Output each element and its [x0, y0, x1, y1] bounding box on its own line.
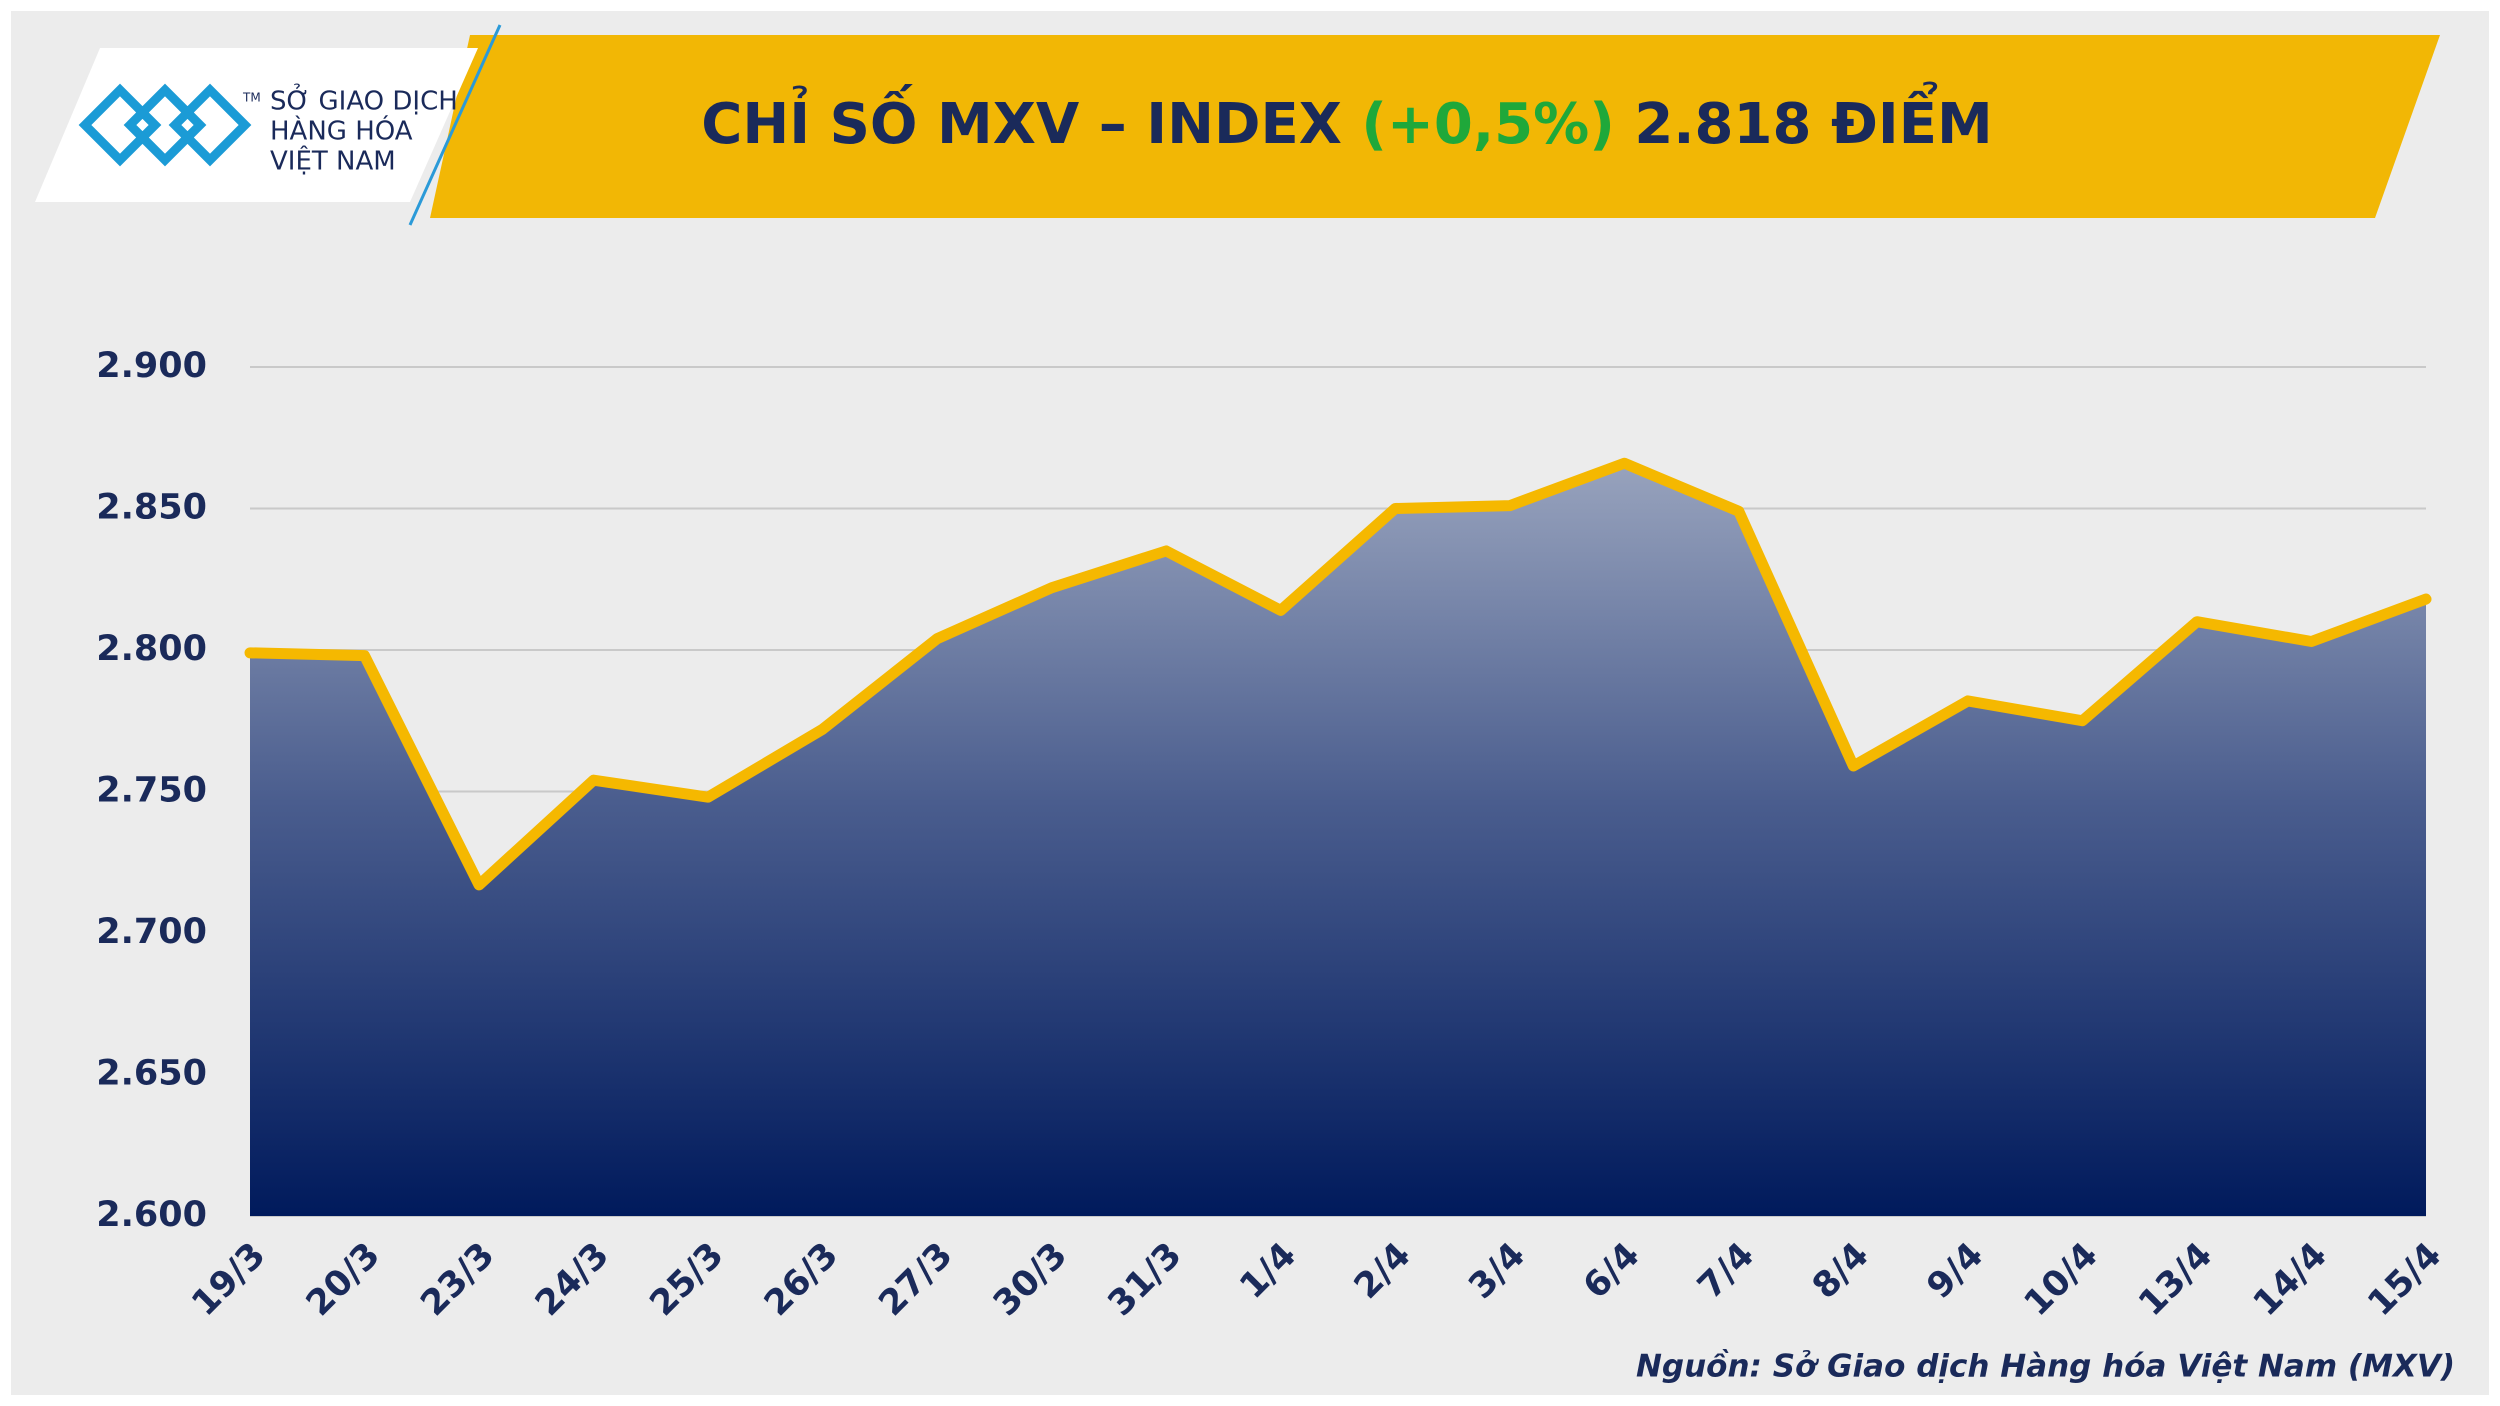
title-text: 2.818 ĐIỂM — [1634, 83, 1992, 157]
title-banner — [430, 35, 2440, 218]
index-line — [244, 457, 2432, 891]
y-tick-label: 2.850 — [96, 488, 207, 528]
logo-mark — [78, 83, 252, 167]
y-tick-label: 2.650 — [96, 1054, 207, 1094]
logo-text: HÀNG HÓA — [270, 115, 413, 147]
y-tick-label: 2.900 — [96, 346, 207, 386]
area-fill — [250, 463, 2426, 1217]
title-change: (+0,5%) — [1361, 92, 1614, 157]
logo-text: VIỆT NAM — [270, 145, 396, 177]
logo-accent — [408, 24, 502, 226]
logo-panel — [35, 48, 478, 202]
logo-text: SỞ GIAO DỊCH — [270, 83, 458, 117]
title-text: CHỈ SỐ MXV – INDEX — [701, 85, 1342, 157]
y-tick-label: 2.600 — [96, 1195, 207, 1235]
chart-title: CHỈ SỐ MXV – INDEX (+0,5%) 2.818 ĐIỂM — [701, 83, 1992, 157]
y-tick-label: 2.700 — [96, 912, 207, 952]
y-tick-label: 2.800 — [96, 629, 207, 669]
logo-trademark: TM — [242, 91, 261, 105]
source-note: Nguồn: Sở Giao dịch Hàng hóa Việt Nam (M… — [1636, 1349, 2455, 1385]
y-tick-label: 2.750 — [96, 771, 207, 811]
